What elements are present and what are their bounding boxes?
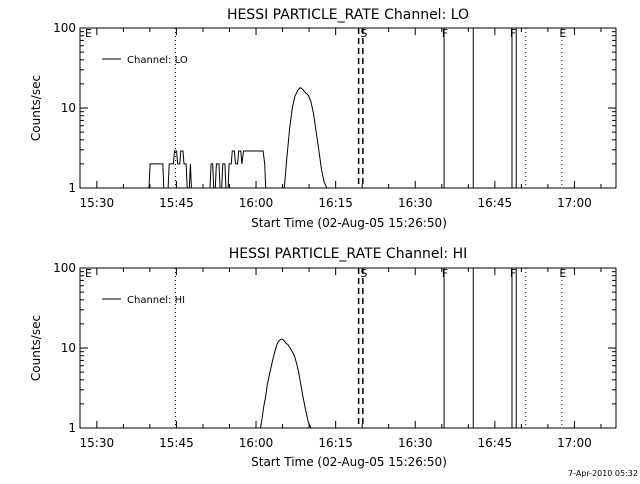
event-label: E [559,27,566,40]
x-tick-label: 15:30 [80,436,115,450]
event-label-edge: E [85,267,92,280]
x-tick-label: 16:00 [239,196,274,210]
event-label: F [442,267,448,280]
series-line-lo [148,86,330,188]
event-label: F [510,267,516,280]
x-tick-label: 17:00 [557,436,592,450]
chart-title: HESSI PARTICLE_RATE Channel: HI [229,246,467,262]
x-tick-label: 16:00 [239,436,274,450]
x-tick-label: 16:30 [398,196,433,210]
x-tick-label: 15:45 [159,196,194,210]
x-tick-label: 15:30 [80,196,115,210]
x-axis-label: Start Time (02-Aug-05 15:26:50) [251,216,447,230]
footer-timestamp: 7-Apr-2010 05:32 [568,469,638,478]
event-label-edge: E [85,27,92,40]
y-tick-label: 100 [53,21,76,35]
x-tick-label: 16:15 [318,436,353,450]
y-tick-label: 1 [68,181,76,195]
x-tick-label: 16:15 [318,196,353,210]
y-tick-label: 10 [61,341,76,355]
x-axis-label: Start Time (02-Aug-05 15:26:50) [251,455,447,469]
chart-title: HESSI PARTICLE_RATE Channel: LO [227,7,469,23]
y-axis-label: Counts/sec [29,315,43,381]
x-tick-label: 16:30 [398,436,433,450]
y-tick-label: 10 [61,101,76,115]
x-tick-label: 16:45 [478,436,513,450]
y-tick-label: 100 [53,261,76,275]
x-tick-label: 16:45 [478,196,513,210]
y-tick-label: 1 [68,421,76,435]
x-tick-label: 17:00 [557,196,592,210]
legend-label: Channel: LO [127,55,188,66]
y-axis-label: Counts/sec [29,75,43,141]
plot-area [175,268,563,428]
plot-area [148,28,563,188]
legend-label: Channel: HI [127,295,185,306]
series-line-hi [259,338,314,428]
x-tick-label: 15:45 [159,436,194,450]
event-label: F [510,27,516,40]
event-label: F [442,27,448,40]
event-label: S [360,27,367,40]
plot-frame [79,267,617,429]
event-label: E [559,267,566,280]
event-label: S [360,267,367,280]
